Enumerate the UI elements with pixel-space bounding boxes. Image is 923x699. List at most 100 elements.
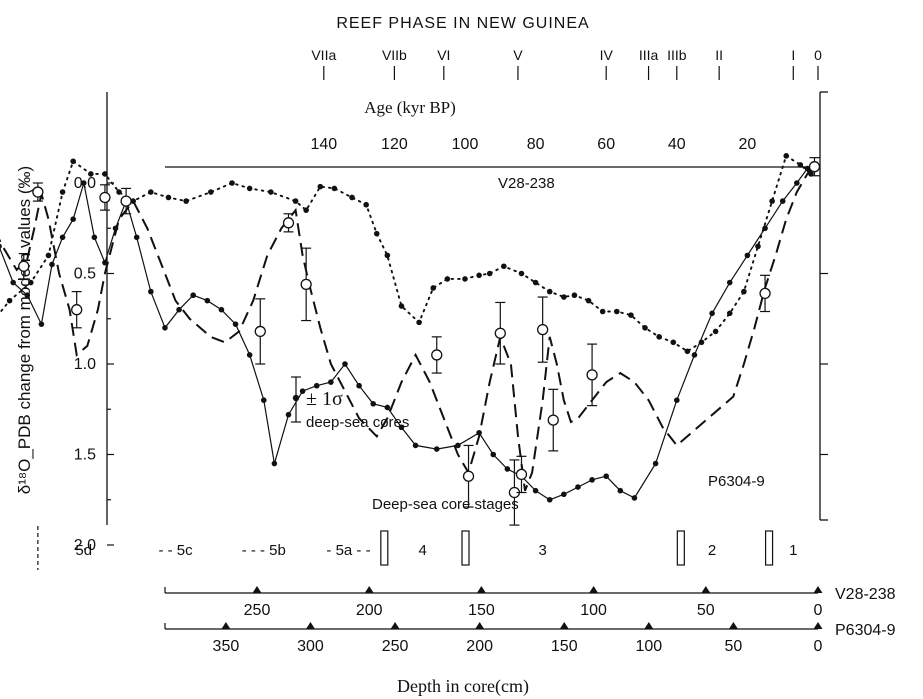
- depth-tick-label: 0: [814, 602, 823, 619]
- series-point-0: [628, 312, 634, 318]
- series-point-0: [229, 180, 235, 186]
- series-point-0: [755, 243, 761, 250]
- reef-phase-label: IIIb: [667, 47, 687, 63]
- series-point-2: [744, 252, 751, 259]
- series-point-0: [398, 303, 405, 309]
- series-point-0: [59, 189, 66, 195]
- series-point-0: [430, 285, 437, 291]
- depth-tick-label: 300: [297, 638, 324, 655]
- age-tick-label: 140: [310, 136, 337, 153]
- depth-tick-label: 200: [356, 602, 383, 619]
- stage-label: 3: [538, 542, 546, 559]
- reef-phase-labels: VIIa VIIb VI V IV IIIa IIIb II I 0: [311, 47, 822, 80]
- stage-boundary-box: [764, 530, 774, 566]
- series-point-0: [183, 198, 189, 204]
- reef-estimate-point: [547, 388, 559, 452]
- series-point-2: [779, 198, 786, 204]
- series-point-2: [10, 279, 16, 286]
- series-point-2: [709, 310, 715, 317]
- series-point-0: [769, 198, 775, 204]
- series-point-2: [102, 259, 108, 266]
- series-point-0: [208, 189, 214, 195]
- reef-point-marker: [537, 323, 549, 336]
- series-point-2: [24, 292, 31, 299]
- series-point-2: [204, 297, 211, 304]
- series-point-2: [561, 491, 567, 498]
- series-point-2: [384, 404, 391, 411]
- reef-estimate-point: [462, 444, 475, 508]
- reef-point-marker: [547, 414, 559, 426]
- series-point-2: [91, 234, 98, 241]
- depth-tick: [813, 586, 823, 593]
- age-axis: 140 120 100 80 60 40 20: [310, 136, 756, 153]
- depth-tick-label: 150: [468, 602, 495, 619]
- legend-sigma: ± 1σ: [306, 388, 343, 410]
- depth-tick: [305, 622, 315, 629]
- reef-point-marker: [431, 349, 443, 361]
- reef-point-marker: [71, 304, 83, 316]
- series-point-2: [260, 397, 267, 404]
- stage-label: - 5a - -: [326, 542, 370, 559]
- reef-point-marker: [300, 278, 312, 291]
- series-point-2: [631, 495, 638, 501]
- series-label-v28: V28-238: [498, 175, 555, 192]
- series-point-2: [652, 460, 659, 467]
- reef-phase-label: VIIb: [382, 47, 407, 63]
- series-point-2: [246, 352, 253, 358]
- series-point-0: [268, 189, 274, 195]
- series-point-2: [546, 496, 553, 503]
- age-tick-label: 80: [527, 136, 545, 153]
- series-point-2: [726, 279, 733, 286]
- series-point-0: [70, 158, 76, 165]
- series-line-1: [0, 164, 816, 492]
- stage-boundary-box: [676, 530, 685, 566]
- depth-tick-label: 100: [635, 638, 662, 655]
- series-layer: [0, 153, 821, 526]
- series-point-0: [102, 171, 108, 177]
- stage-label: 4: [418, 542, 426, 559]
- reef-point-marker: [18, 260, 30, 272]
- series-point-2: [762, 225, 768, 232]
- series-point-2: [617, 487, 624, 494]
- series-point-2: [218, 306, 225, 313]
- series-point-2: [691, 352, 698, 358]
- depth-tick-label: 150: [551, 638, 578, 655]
- series-point-0: [384, 252, 391, 259]
- series-label-p6304: P6304-9: [708, 473, 765, 490]
- depth-tick: [728, 622, 738, 629]
- reef-point-marker: [32, 186, 44, 198]
- legend-dot: [292, 394, 300, 402]
- series-point-0: [462, 276, 468, 282]
- depth-tick-label: 250: [244, 602, 271, 619]
- series-point-0: [292, 198, 299, 204]
- series-point-0: [561, 294, 567, 300]
- series-point-0: [28, 279, 34, 286]
- depth-axes: 250 200 150 100 50 0 V28-238 350 300 250 200 150 100…: [164, 586, 896, 655]
- reef-estimate-point: [99, 184, 111, 211]
- series-point-2: [455, 442, 461, 449]
- depth-tick: [476, 586, 486, 593]
- reef-estimate-point: [300, 247, 312, 322]
- series-point-0: [642, 325, 648, 331]
- age-tick-label: 40: [668, 136, 686, 153]
- series-point-0: [486, 270, 493, 277]
- reef-estimate-point: [808, 157, 821, 177]
- reef-point-marker: [254, 325, 266, 338]
- reef-phase-label: IV: [600, 47, 614, 63]
- series-point-0: [797, 162, 804, 168]
- stage-label: 2: [708, 542, 716, 559]
- depth-axis-name: V28-238: [835, 586, 896, 603]
- stage-label: - - - 5b: [242, 542, 286, 559]
- depth-tick: [221, 622, 231, 629]
- series-point-2: [133, 234, 140, 241]
- series-point-2: [285, 411, 292, 418]
- series-point-0: [741, 288, 747, 295]
- reef-estimate-point: [32, 182, 44, 202]
- series-point-2: [804, 165, 811, 172]
- reef-point-marker: [494, 327, 506, 339]
- depth-tick-label: 200: [466, 638, 493, 655]
- series-point-2: [148, 288, 154, 295]
- series-point-2: [299, 388, 306, 394]
- stage-boundary-box: [380, 530, 389, 566]
